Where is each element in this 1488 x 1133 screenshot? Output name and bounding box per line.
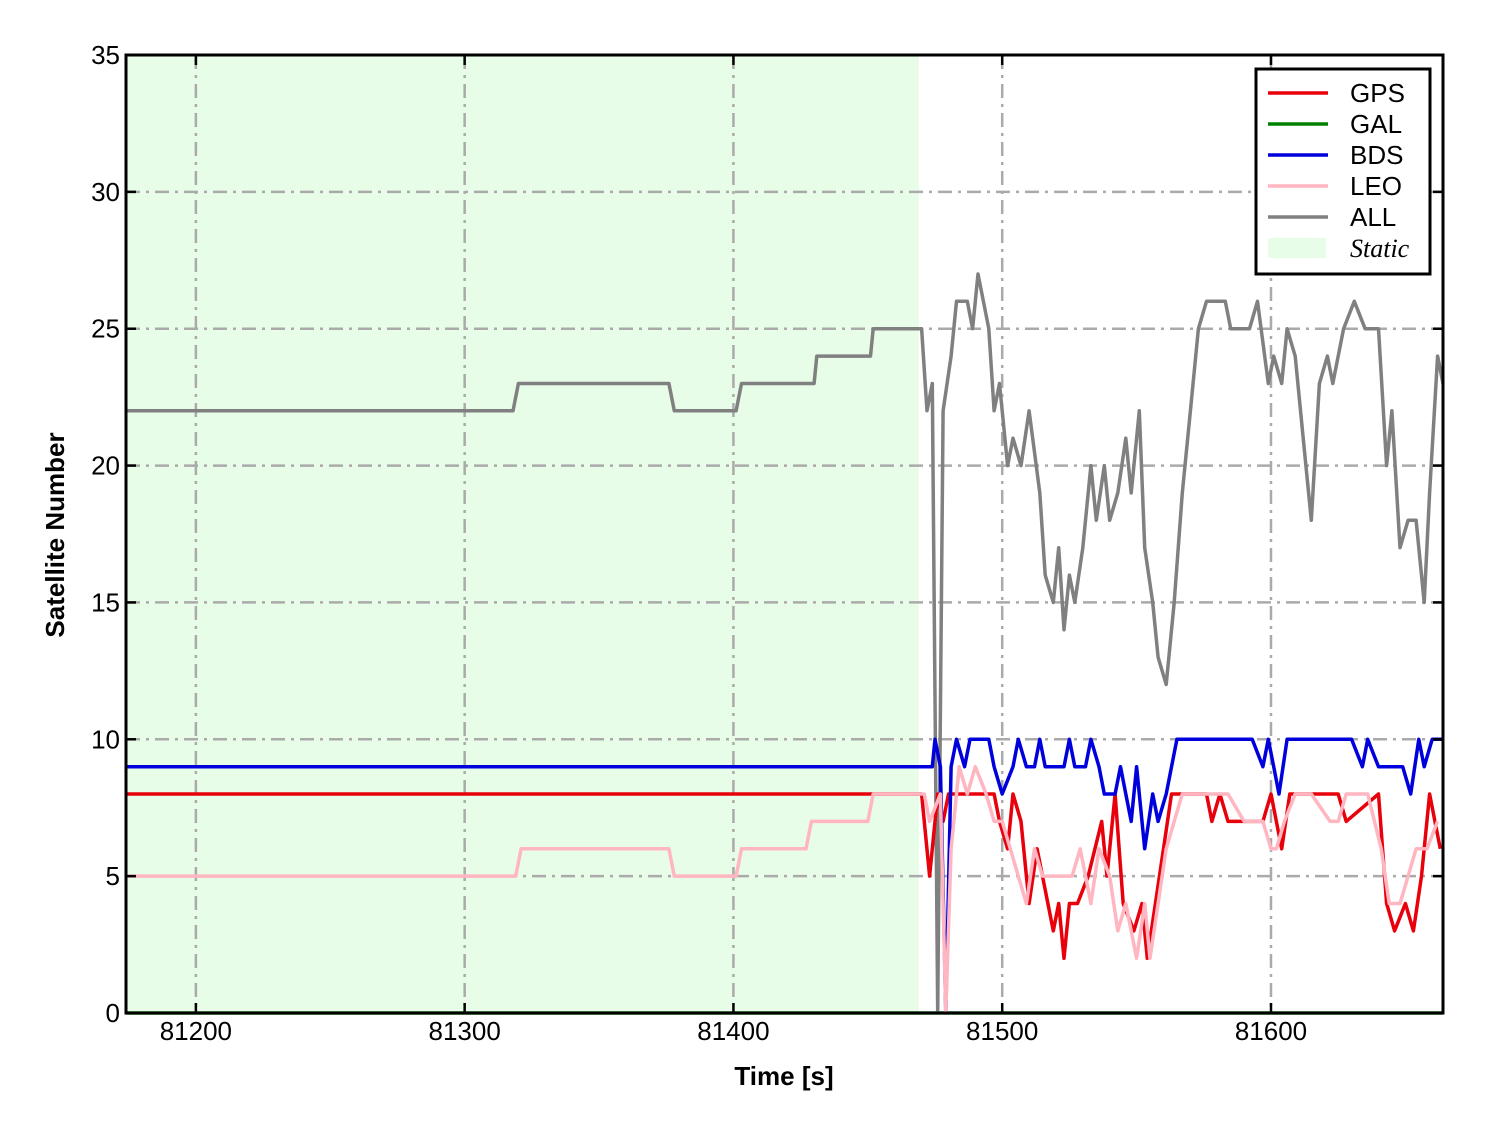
- static-shaded-region: [126, 55, 919, 1013]
- x-tick-label: 81400: [697, 1016, 769, 1046]
- plot-frame: [124, 53, 1445, 1015]
- y-tick-label: 20: [91, 451, 120, 481]
- plot-area: [124, 53, 1445, 1015]
- x-axis-title: Time [s]: [734, 1061, 833, 1091]
- x-tick-label: 81500: [966, 1016, 1038, 1046]
- legend-label-static: Static: [1350, 234, 1410, 263]
- y-tick-label: 30: [91, 177, 120, 207]
- x-tick-label: 81200: [160, 1016, 232, 1046]
- legend-label-leo: LEO: [1350, 171, 1402, 201]
- y-axis-title: Satellite Number: [40, 432, 70, 637]
- y-tick-label: 25: [91, 314, 120, 344]
- series-line-all: [126, 272, 1445, 1015]
- y-tick-labels: 0 5 10 15 20 25 30 35: [91, 40, 120, 1028]
- legend-swatch-static: [1268, 238, 1326, 258]
- y-tick-label: 35: [91, 40, 120, 70]
- series-line-bds: [126, 737, 1443, 1015]
- y-tick-label: 0: [106, 998, 120, 1028]
- legend-label-bds: BDS: [1350, 140, 1403, 170]
- legend-label-gal: GAL: [1350, 109, 1402, 139]
- series-line-leo: [126, 764, 1440, 1015]
- axis-ticks: [126, 53, 1443, 1015]
- legend-label-gps: GPS: [1350, 78, 1405, 108]
- x-tick-label: 81300: [429, 1016, 501, 1046]
- y-tick-label: 5: [106, 861, 120, 891]
- y-tick-label: 10: [91, 724, 120, 754]
- x-tick-label: 81600: [1235, 1016, 1307, 1046]
- legend-label-all: ALL: [1350, 202, 1396, 232]
- grid-lines: [126, 55, 1443, 1013]
- y-tick-label: 15: [91, 587, 120, 617]
- x-tick-labels: 81200 81300 81400 81500 81600: [160, 1016, 1307, 1046]
